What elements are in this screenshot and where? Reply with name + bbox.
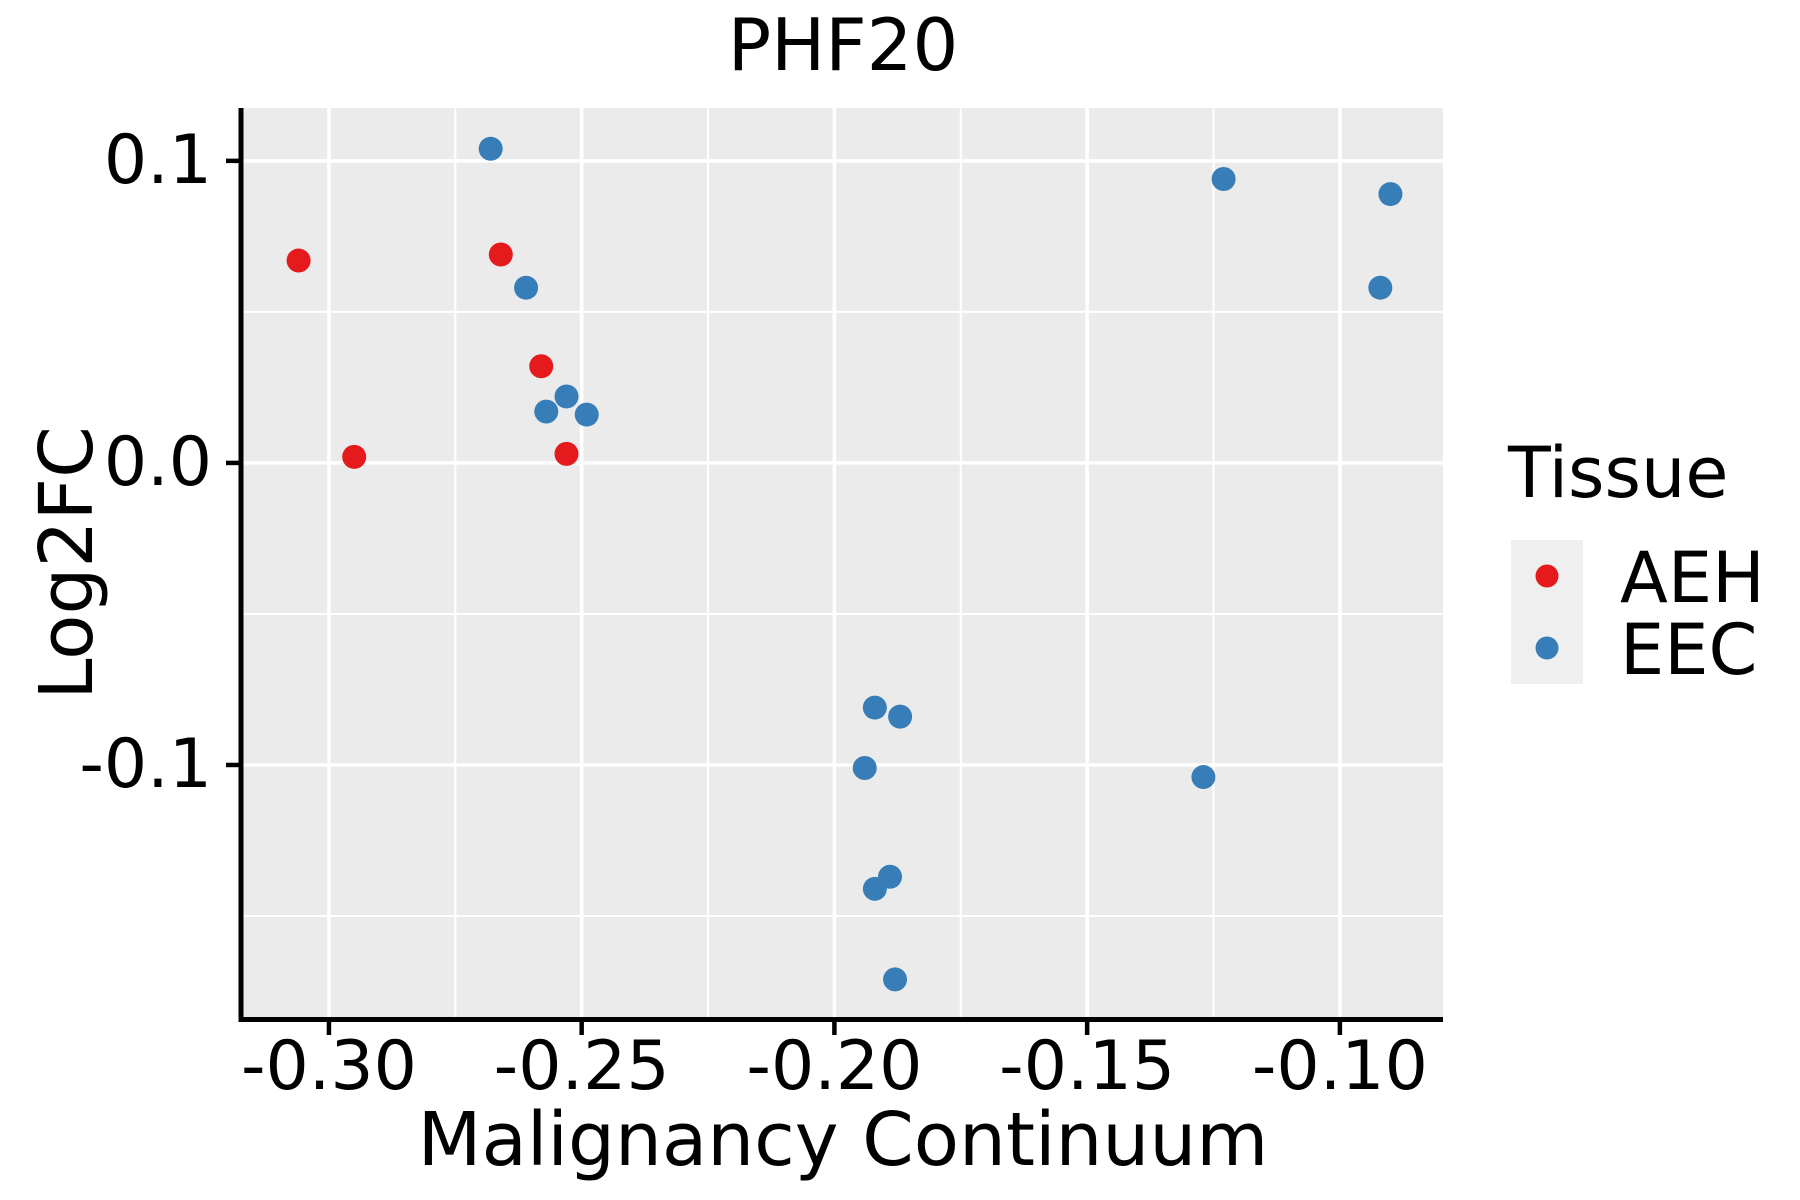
point-eec [1191, 765, 1216, 790]
legend-key-background [1511, 540, 1583, 684]
plot-title: PHF20 [727, 3, 959, 87]
point-eec [888, 704, 913, 729]
point-eec [534, 399, 559, 424]
point-eec [1378, 182, 1403, 207]
x-axis-title: Malignancy Continuum [417, 1097, 1269, 1183]
point-aeh [529, 354, 554, 379]
point-eec [862, 876, 887, 901]
point-eec [852, 755, 877, 780]
point-eec [862, 695, 887, 720]
point-aeh [342, 444, 367, 469]
x-tick-label: -0.30 [240, 1027, 417, 1106]
x-tick-label: -0.15 [999, 1027, 1176, 1106]
legend: Tissue AEH EEC [1508, 432, 1765, 686]
plot-panel [243, 108, 1443, 1019]
point-eec [478, 136, 503, 161]
x-tick-label: -0.25 [493, 1027, 670, 1106]
legend-aeh-dot-icon [1535, 564, 1559, 588]
x-tick-label: -0.20 [746, 1027, 923, 1106]
legend-label-aeh: AEH [1620, 537, 1765, 619]
legend-title: Tissue [1508, 432, 1729, 514]
point-aeh [488, 242, 513, 267]
point-aeh [554, 441, 579, 466]
legend-label-eec: EEC [1620, 609, 1758, 691]
point-eec [554, 384, 579, 409]
point-eec [574, 402, 599, 427]
point-eec [514, 275, 539, 300]
point-eec [1211, 166, 1236, 191]
legend-eec-dot-icon [1535, 636, 1559, 660]
point-eec [1368, 275, 1393, 300]
y-tick-label: 0.1 [103, 120, 212, 200]
point-aeh [286, 248, 311, 273]
point-eec [883, 967, 908, 992]
y-tick-label: 0.0 [103, 422, 212, 502]
x-tick-label: -0.10 [1251, 1027, 1428, 1106]
y-tick-label: -0.1 [79, 724, 212, 804]
